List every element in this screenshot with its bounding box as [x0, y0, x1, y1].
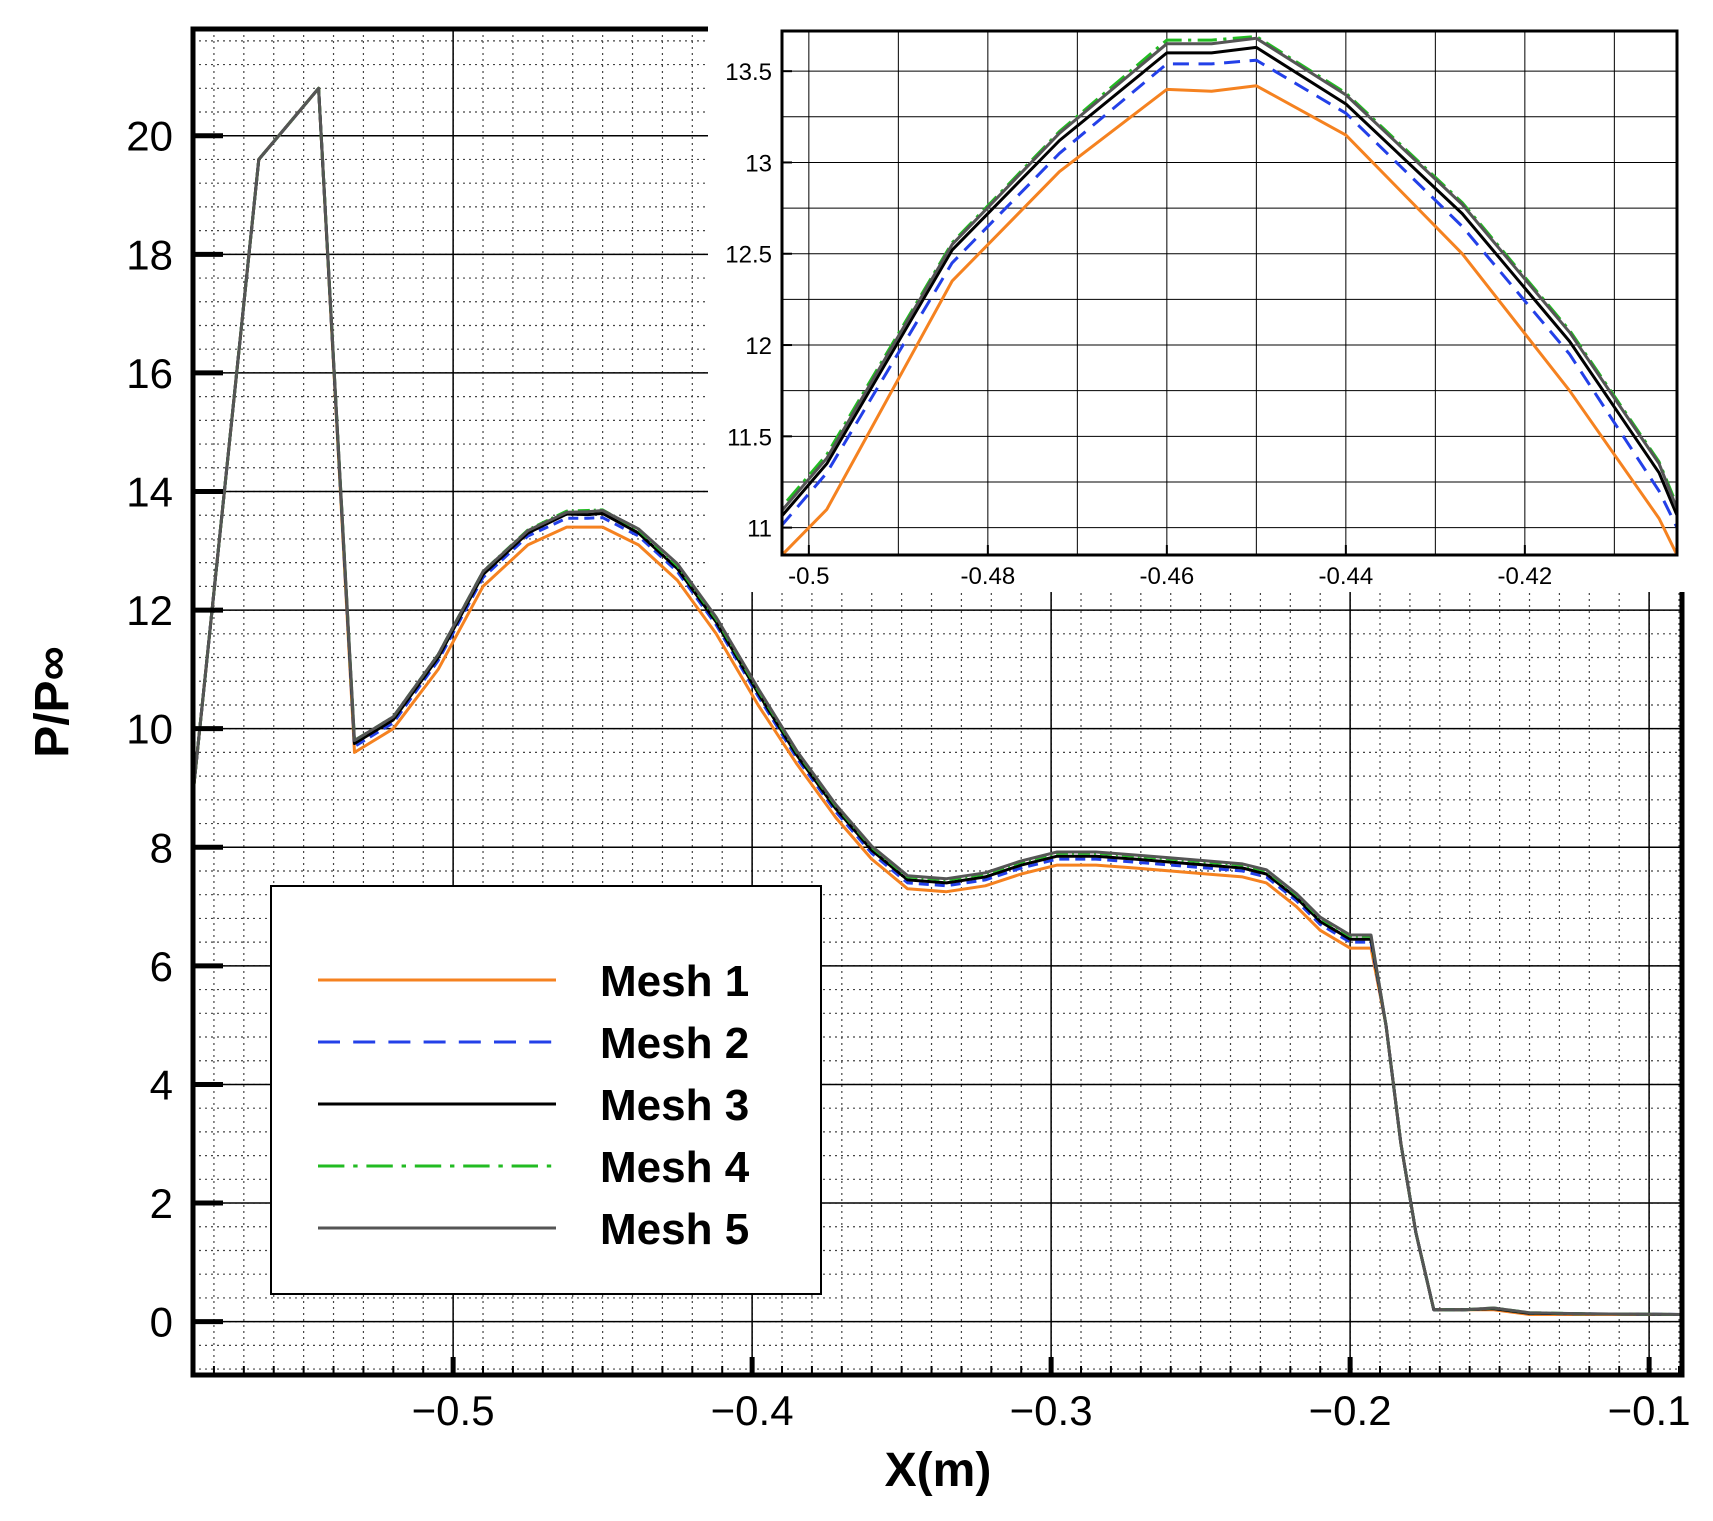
inset-series-line-mesh-5: [782, 36, 1677, 513]
x-tick-label: −0.4: [711, 1387, 794, 1434]
inset-y-tick-label: 11.5: [727, 424, 772, 451]
legend-items: Mesh 1 Mesh 2 Mesh 3 Mesh 4 Mesh 5: [318, 957, 750, 1254]
x-axis-title: X(m): [885, 1444, 992, 1497]
inset-series-line-mesh-1: [782, 84, 1677, 555]
legend-label: Mesh 4: [600, 1143, 750, 1192]
inset-gridlines: [782, 31, 1677, 555]
main-data-series: [193, 86, 1682, 1316]
inset-x-tick-label: -0.5: [788, 563, 829, 590]
inset-y-tick-label: 12.5: [725, 242, 772, 269]
y-tick-label: 4: [150, 1061, 173, 1108]
y-tick-label: 14: [126, 469, 173, 516]
inset-x-tick-label: -0.42: [1497, 563, 1552, 590]
legend-label: Mesh 5: [600, 1205, 749, 1254]
x-tick-label: −0.2: [1309, 1387, 1392, 1434]
y-tick-label: 8: [150, 824, 173, 871]
inset-frame: [780, 29, 1679, 557]
legend-box: [270, 885, 822, 1295]
inset-series-line-mesh-2: [782, 58, 1677, 531]
y-tick-label: 18: [126, 231, 173, 278]
series-line-mesh-5: [193, 86, 1682, 1316]
inset-y-tick-label: 12: [745, 333, 772, 360]
y-tick-label: 6: [150, 943, 173, 990]
y-tick-label: 12: [126, 587, 173, 634]
x-tick-label: −0.1: [1608, 1387, 1691, 1434]
main-axes: −0.5 −0.4 −0.3 −0.2 −0.1 0 2 4 6 8 10 12 14 16 18 20: [126, 113, 1690, 1434]
x-tick-label: −0.3: [1010, 1387, 1093, 1434]
inset-y-tick-label: 13.5: [725, 59, 772, 86]
legend-label: Mesh 1: [600, 957, 749, 1006]
inset-chart: -0.5 -0.48 -0.46 -0.44 -0.42 11 11.5 12 12.5 13 13…: [708, 22, 1685, 592]
inset-x-tick-label: -0.48: [960, 563, 1015, 590]
y-tick-label: 20: [126, 113, 173, 160]
inset-x-tick-label: -0.46: [1139, 563, 1194, 590]
inset-x-tick-label: -0.44: [1318, 563, 1373, 590]
inset-y-tick-label: 13: [745, 150, 772, 177]
inset-data-series: [782, 35, 1677, 555]
y-tick-label: 0: [150, 1299, 173, 1346]
inset-axes: -0.5 -0.48 -0.46 -0.44 -0.42 11 11.5 12 12.5 13 13…: [725, 59, 1552, 590]
legend-label: Mesh 3: [600, 1081, 749, 1130]
y-tick-label: 2: [150, 1180, 173, 1227]
inset-series-line-mesh-4: [782, 35, 1677, 510]
x-tick-label: −0.5: [412, 1387, 495, 1434]
inset-y-tick-label: 11: [747, 516, 772, 543]
y-tick-label: 16: [126, 350, 173, 397]
y-tick-label: 10: [126, 706, 173, 753]
legend: Mesh 1 Mesh 2 Mesh 3 Mesh 4 Mesh 5: [270, 885, 822, 1295]
inset-background: [708, 22, 1685, 592]
legend-label: Mesh 2: [600, 1019, 749, 1068]
inset-series-line-mesh-3: [782, 45, 1677, 520]
y-axis-title: P/P∞: [26, 646, 79, 758]
